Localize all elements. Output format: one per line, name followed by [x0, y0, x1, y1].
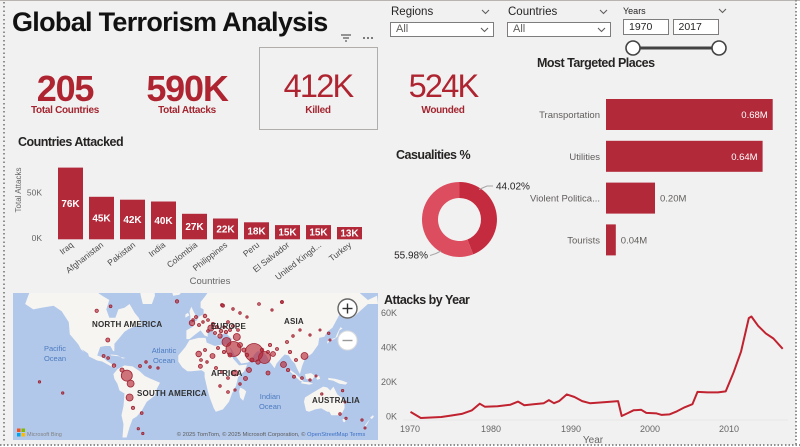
svg-text:18K: 18K	[247, 226, 266, 237]
svg-text:0.20M: 0.20M	[660, 194, 686, 205]
svg-text:Pacific: Pacific	[44, 344, 66, 353]
svg-text:55.98%: 55.98%	[394, 251, 428, 262]
svg-text:42K: 42K	[123, 215, 142, 226]
svg-text:Tourists: Tourists	[567, 235, 600, 246]
svg-text:Pakistan: Pakistan	[105, 240, 137, 268]
svg-text:27K: 27K	[185, 222, 204, 233]
svg-text:AUSTRALIA: AUSTRALIA	[312, 396, 360, 405]
svg-text:50K: 50K	[27, 188, 42, 198]
svg-text:Microsoft Bing: Microsoft Bing	[27, 432, 62, 438]
svg-text:2000: 2000	[640, 424, 660, 434]
svg-text:0.04M: 0.04M	[621, 235, 647, 246]
svg-text:2010: 2010	[719, 424, 739, 434]
svg-text:1990: 1990	[561, 424, 581, 434]
svg-text:Transportation: Transportation	[539, 110, 600, 121]
svg-text:AFRICA: AFRICA	[211, 369, 242, 378]
svg-text:India: India	[147, 240, 168, 259]
svg-text:ASIA: ASIA	[284, 317, 304, 326]
svg-text:NORTH AMERICA: NORTH AMERICA	[92, 320, 162, 329]
svg-text:© 2025 TomTom, © 2025 Microsof: © 2025 TomTom, © 2025 Microsoft Corporat…	[177, 431, 366, 438]
svg-text:40K: 40K	[381, 343, 397, 353]
svg-text:40K: 40K	[154, 216, 173, 227]
svg-text:0.64M: 0.64M	[731, 152, 757, 163]
svg-text:Atlantic: Atlantic	[152, 346, 177, 355]
svg-text:44.02%: 44.02%	[496, 182, 530, 193]
svg-text:0K: 0K	[32, 233, 43, 243]
svg-text:Turkey: Turkey	[327, 239, 354, 263]
svg-text:0K: 0K	[386, 412, 397, 422]
svg-text:Iraq: Iraq	[58, 240, 76, 257]
svg-text:Ocean: Ocean	[259, 402, 281, 411]
svg-text:1970: 1970	[400, 424, 420, 434]
svg-text:76K: 76K	[61, 199, 80, 210]
svg-text:Utilities: Utilities	[569, 152, 600, 163]
svg-text:60K: 60K	[381, 308, 397, 318]
svg-text:Countries: Countries	[190, 276, 231, 287]
svg-text:1980: 1980	[481, 424, 501, 434]
svg-text:SOUTH AMERICA: SOUTH AMERICA	[137, 389, 207, 398]
svg-text:Violent Politica...: Violent Politica...	[530, 194, 600, 205]
svg-text:Ocean: Ocean	[44, 354, 66, 363]
svg-text:20K: 20K	[381, 377, 397, 387]
svg-text:22K: 22K	[216, 224, 235, 235]
svg-text:0.68M: 0.68M	[741, 110, 767, 121]
svg-text:Peru: Peru	[241, 240, 262, 259]
svg-text:Indian: Indian	[260, 392, 280, 401]
svg-text:Ocean: Ocean	[153, 356, 175, 365]
svg-text:13K: 13K	[340, 229, 359, 240]
svg-text:Total Attacks: Total Attacks	[14, 168, 23, 213]
svg-text:45K: 45K	[92, 214, 111, 225]
svg-text:EUROPE: EUROPE	[211, 322, 246, 331]
svg-text:15K: 15K	[309, 228, 328, 239]
svg-text:Year: Year	[583, 435, 604, 446]
svg-text:15K: 15K	[278, 228, 297, 239]
